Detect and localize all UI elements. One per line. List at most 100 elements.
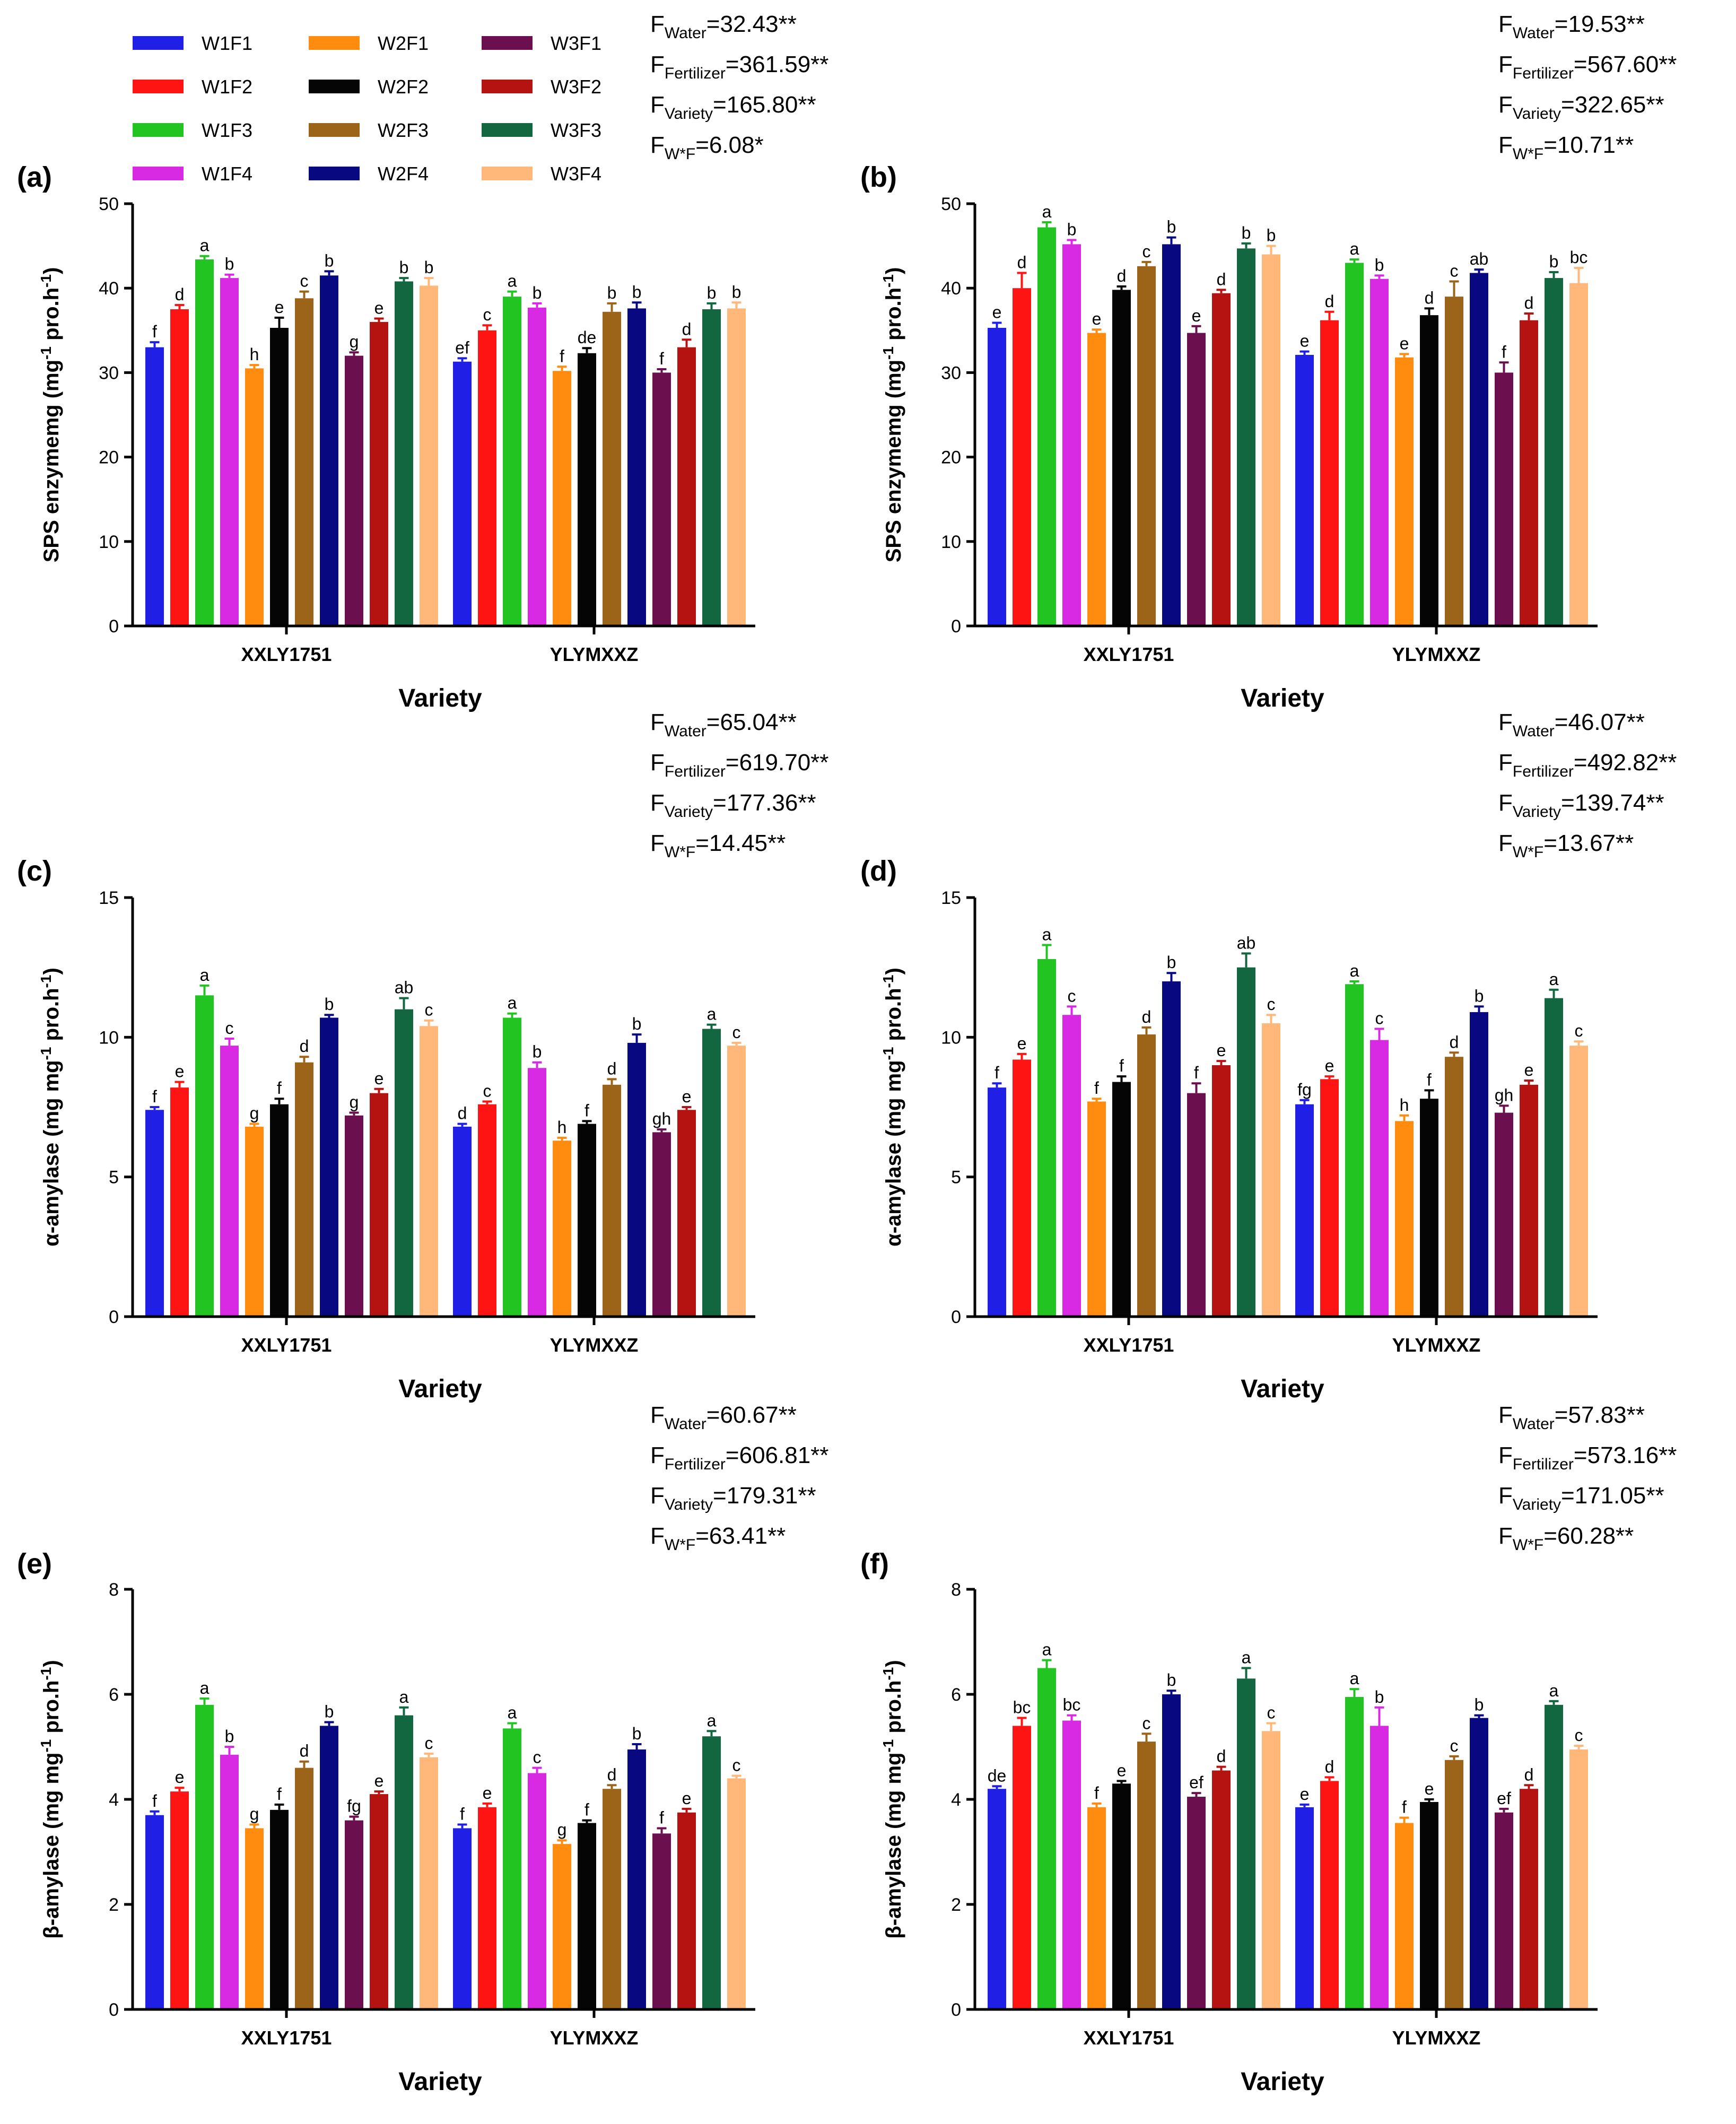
x-axis-title: Variety	[398, 2068, 482, 2096]
stat-base: F	[650, 1523, 665, 1549]
stat-value: =606.81**	[726, 1442, 829, 1468]
bar-w2f1-ylymxxz	[553, 1844, 571, 2009]
bar-w3f1-ylymxxz	[652, 1833, 671, 2009]
stat-value: =177.36**	[713, 790, 816, 816]
significance-letter: gh	[1495, 1085, 1514, 1104]
bar-w2f2-xxly1751	[270, 328, 289, 626]
significance-letter: f	[1094, 1783, 1099, 1803]
stat-subscript: W*F	[665, 843, 695, 861]
significance-letter: f	[1194, 1063, 1199, 1082]
bar-w2f3-ylymxxz	[1445, 1760, 1463, 2009]
stat-line: FWater=19.53**	[1498, 11, 1645, 42]
stat-value: =63.41**	[695, 1523, 786, 1549]
significance-letter: f	[659, 349, 664, 368]
significance-letter: f	[152, 1791, 157, 1810]
significance-letter: b	[533, 1042, 542, 1061]
significance-letter: b	[225, 1727, 234, 1746]
bar-w1f3-ylymxxz	[503, 297, 521, 626]
significance-letter: ab	[1237, 933, 1256, 952]
bar-w1f4-ylymxxz	[528, 307, 546, 626]
bar-w3f4-ylymxxz	[1569, 1046, 1588, 1317]
significance-letter: f	[1119, 1056, 1124, 1075]
bar-w2f4-xxly1751	[1162, 981, 1181, 1317]
bar-w1f1-xxly1751	[988, 1087, 1006, 1317]
y-axis-title-part: -1	[38, 1667, 54, 1681]
stat-line: FW*F=6.08*	[650, 132, 764, 163]
significance-letter: g	[250, 1805, 259, 1824]
y-tick-label: 4	[951, 1790, 961, 1810]
bar-w2f1-ylymxxz	[1395, 357, 1414, 626]
bar-w1f4-xxly1751	[220, 1046, 239, 1317]
y-axis-title-part: -1	[880, 346, 896, 360]
y-axis-title-part: pro.h	[882, 1681, 905, 1739]
bar-w3f3-xxly1751	[395, 281, 413, 626]
stat-subscript: Variety	[665, 803, 713, 821]
chart-panel-c: fdecaacbghffddbbggheeabacc051015XXLY1751…	[17, 709, 828, 1403]
stat-line: FVariety=171.05**	[1498, 1483, 1664, 1513]
legend-swatch	[309, 80, 360, 93]
y-axis-title-part: -1	[880, 975, 896, 988]
y-tick-label: 4	[109, 1790, 119, 1810]
stat-base: F	[1498, 1442, 1513, 1468]
significance-letter: ef	[1189, 1773, 1203, 1792]
stat-line: FWater=57.83**	[1498, 1402, 1645, 1433]
bar-w2f3-xxly1751	[1137, 1034, 1156, 1317]
bar-w1f3-xxly1751	[195, 259, 214, 626]
bar-w3f4-xxly1751	[420, 1026, 438, 1317]
stat-subscript: Water	[1513, 24, 1555, 42]
bar-w1f3-xxly1751	[195, 995, 214, 1317]
bar-w1f3-xxly1751	[1037, 1668, 1056, 2009]
significance-letter: e	[175, 1062, 185, 1081]
bar-w3f3-ylymxxz	[702, 309, 721, 626]
bar-w1f4-xxly1751	[220, 1754, 239, 2009]
bar-w2f4-xxly1751	[1162, 1694, 1181, 2009]
stat-line: FFertilizer=619.70**	[650, 750, 828, 780]
bar-w2f2-xxly1751	[1112, 1783, 1131, 2009]
stat-line: FWater=46.07**	[1498, 709, 1645, 740]
bar-w1f3-xxly1751	[1037, 959, 1056, 1317]
y-axis-title: β-amylase (mg mg-1 pro.h-1)	[38, 1660, 63, 1938]
bar-w1f2-ylymxxz	[478, 1104, 496, 1317]
significance-letter: b	[707, 283, 717, 302]
y-axis-title-part: -1	[38, 1739, 54, 1753]
stat-base: F	[1498, 51, 1513, 77]
bar-w3f4-xxly1751	[1262, 1731, 1280, 2009]
significance-letter: a	[200, 236, 210, 255]
significance-letter: de	[578, 328, 597, 347]
significance-letter: c	[1375, 1009, 1384, 1028]
y-tick-label: 0	[951, 1307, 961, 1327]
significance-letter: c	[1267, 1703, 1276, 1722]
stat-base: F	[1498, 1402, 1513, 1428]
significance-letter: d	[300, 1037, 309, 1056]
panel-label: (f)	[860, 1548, 889, 1580]
bar-w3f3-ylymxxz	[1545, 1704, 1563, 2009]
significance-letter: a	[1350, 1669, 1359, 1688]
panel-label: (a)	[17, 161, 52, 193]
x-axis-title: Variety	[398, 1375, 482, 1403]
bar-w3f2-xxly1751	[1212, 1770, 1231, 2009]
y-tick-label: 0	[951, 616, 961, 637]
stat-line: FFertilizer=361.59**	[650, 51, 828, 82]
significance-letter: b	[1475, 1695, 1484, 1714]
legend-item-w3f1: W3F1	[482, 32, 601, 54]
stat-value: =60.67**	[706, 1402, 797, 1428]
bar-w2f3-ylymxxz	[603, 311, 621, 626]
stat-base: F	[650, 1402, 665, 1428]
stat-line: FFertilizer=573.16**	[1498, 1442, 1677, 1473]
bar-w3f1-xxly1751	[1187, 1797, 1206, 2009]
stat-base: F	[650, 92, 665, 118]
bar-w3f1-xxly1751	[1187, 1093, 1206, 1317]
bar-w2f1-ylymxxz	[1395, 1823, 1414, 2009]
stat-subscript: W*F	[665, 145, 695, 163]
legend-swatch	[133, 167, 184, 180]
bar-w1f1-xxly1751	[145, 347, 164, 626]
significance-letter: f	[152, 1087, 157, 1106]
y-axis-title-part: α-amylase (mg mg	[40, 1060, 63, 1246]
bar-w1f1-ylymxxz	[453, 361, 472, 626]
bar-w3f3-xxly1751	[395, 1715, 413, 2009]
y-axis-title-part: β-amylase (mg mg	[40, 1753, 63, 1939]
y-axis-title-part: SPS enzymemg (mg	[882, 360, 905, 562]
stat-line: FW*F=14.45**	[650, 830, 786, 861]
stat-subscript: W*F	[665, 1536, 695, 1554]
bar-w1f1-ylymxxz	[453, 1126, 472, 1317]
